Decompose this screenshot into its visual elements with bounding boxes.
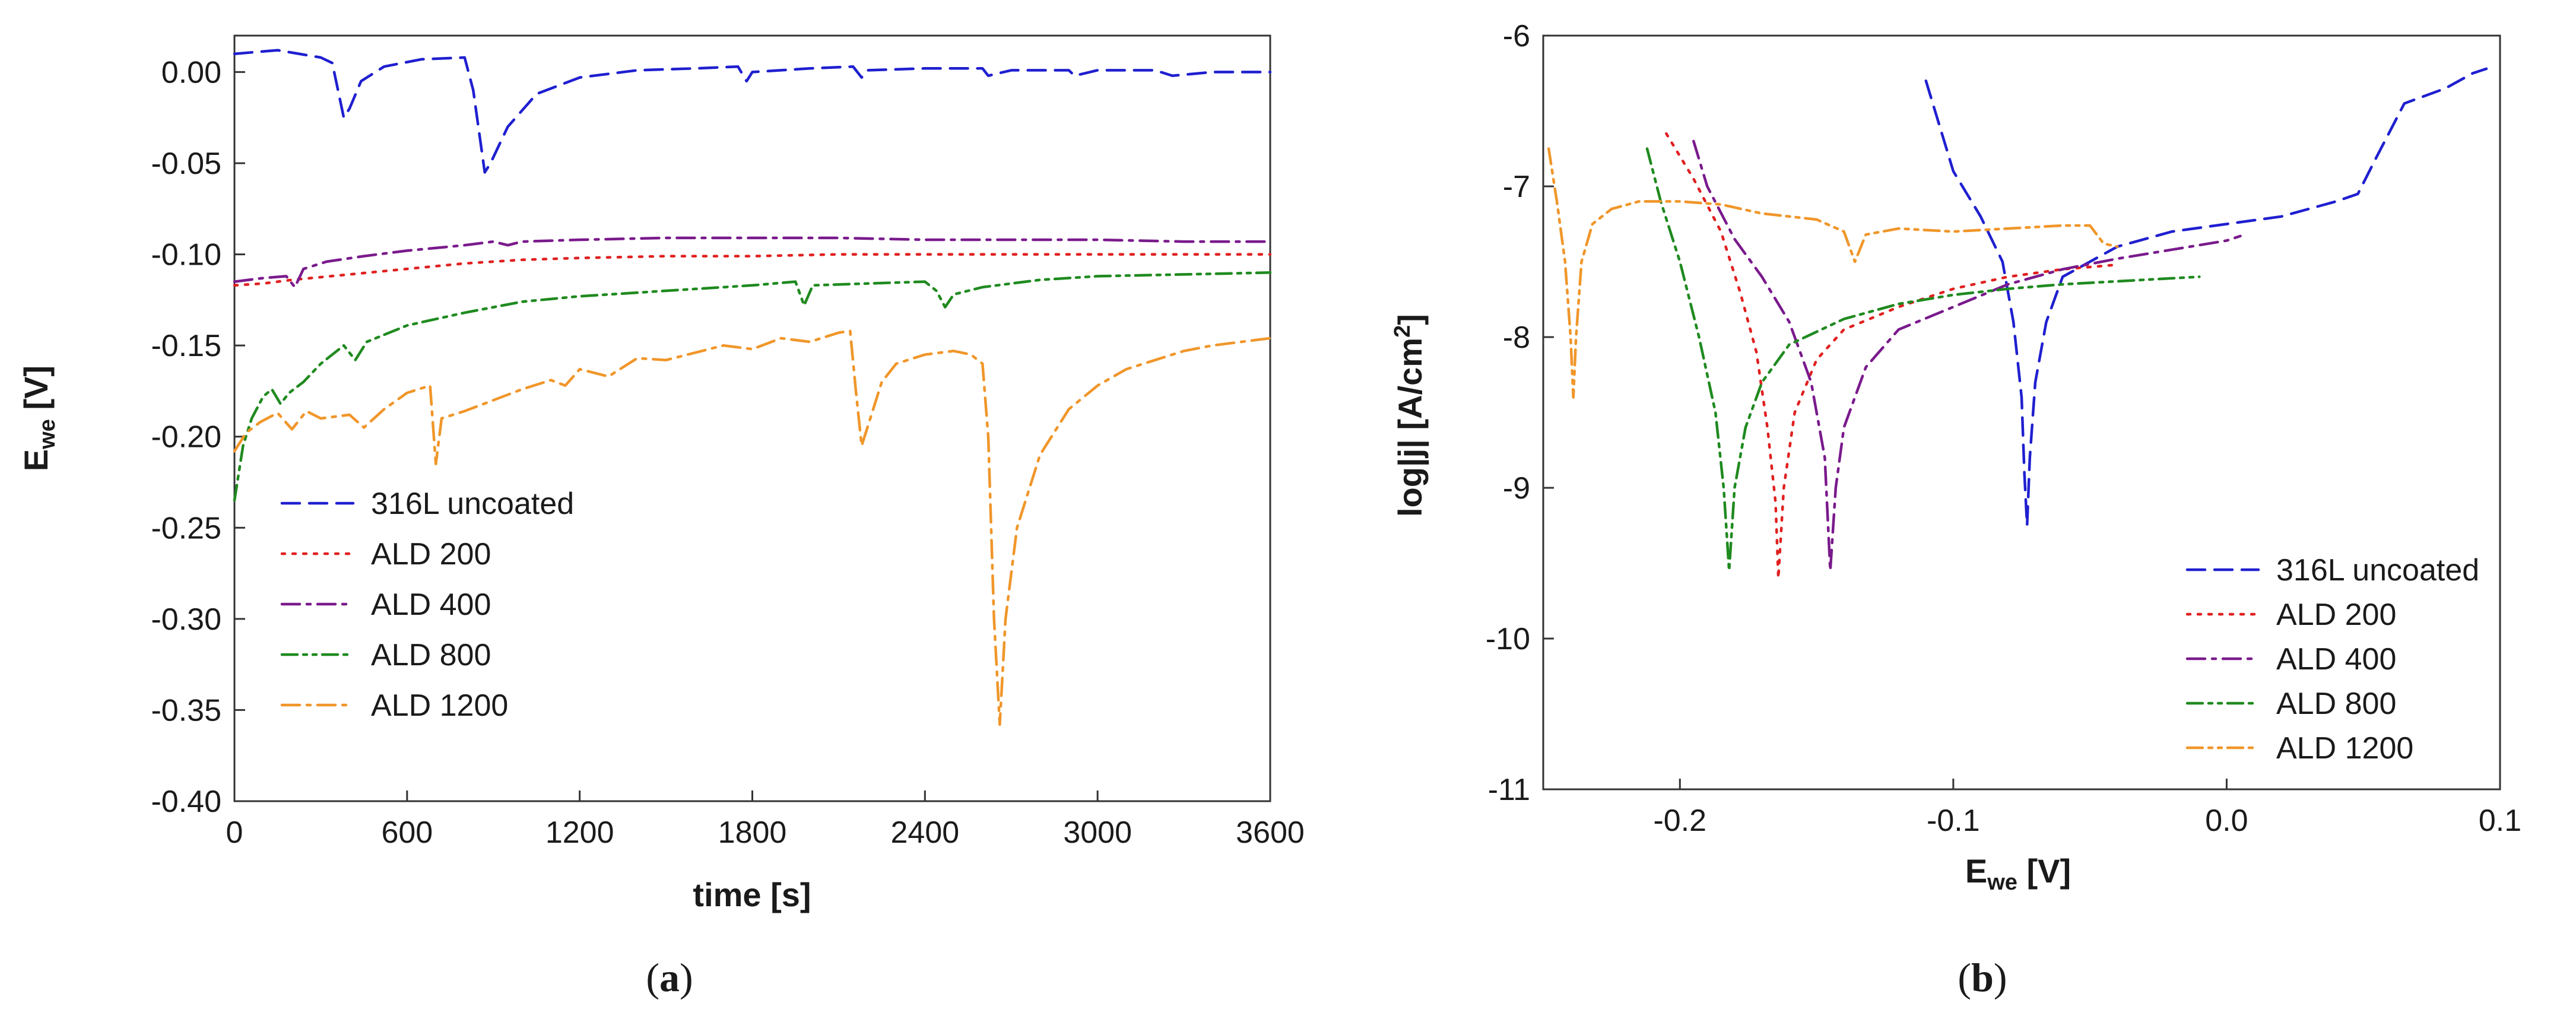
- x-tick-label: 3000: [1063, 815, 1132, 850]
- series-line-ald-400: [1692, 139, 2242, 572]
- panel-a-plot-area: [233, 34, 1271, 802]
- legend-label-316l-uncoated: 316L uncoated: [371, 487, 574, 521]
- panel-a-chart: 0 600 1200 1800 2400 3000 3600 0.00 -0.05 -0.10 -0…: [17, 34, 1305, 1000]
- legend-label-ald-200: ALD 200: [371, 537, 491, 572]
- legend-label-ald-400: ALD 400: [371, 588, 491, 622]
- series-line-ald-200: [233, 253, 1272, 287]
- panel-a-label: (a): [646, 955, 693, 1000]
- panel-b-chart: -0.2 -0.1 0.0 0.1 -6 -7 -8 -9 -10 -11 316L uncoat…: [1390, 19, 2521, 1000]
- panel-a-legend: 316L uncoated ALD 200 ALD 400 ALD 800 ALD 12…: [280, 487, 574, 723]
- panel-a-x-axis-label: time [s]: [693, 876, 811, 913]
- x-tick-label: 3600: [1236, 815, 1305, 850]
- panel-b-legend: 316L uncoated ALD 200 ALD 400 ALD 800 ALD 12…: [2185, 553, 2479, 766]
- y-tick-label: 0.00: [161, 55, 221, 90]
- x-tick-label: 1800: [718, 815, 787, 850]
- y-tick-label: -0.30: [151, 602, 221, 637]
- series-line-ald-200: [1665, 132, 2119, 580]
- legend-label-ald-400: ALD 400: [2276, 642, 2396, 677]
- panel-b-label: (b): [1958, 955, 2007, 1000]
- legend-label-ald-800: ALD 800: [371, 638, 491, 672]
- x-tick-label: -0.1: [1927, 804, 1980, 838]
- panel-b-x-axis-label: Ewe [V]: [1965, 852, 2071, 895]
- series-line-316l-uncoated: [233, 49, 1272, 174]
- y-tick-label: -10: [1486, 622, 1530, 656]
- y-tick-label: -9: [1503, 471, 1530, 506]
- series-line-ald-1200: [233, 329, 1272, 726]
- y-tick-label: -11: [1488, 773, 1530, 807]
- series-line-ald-800: [233, 271, 1272, 502]
- series-line-316l-uncoated: [1924, 67, 2488, 527]
- panel-a-y-axis-label: Ewe [V]: [17, 366, 60, 471]
- y-tick-label: -0.20: [151, 420, 221, 455]
- y-tick-label: -0.15: [151, 329, 221, 363]
- y-tick-label: -0.25: [151, 511, 221, 545]
- series-line-ald-800: [1645, 147, 2201, 572]
- y-tick-label: -0.35: [151, 693, 221, 728]
- legend-label-ald-800: ALD 800: [2276, 687, 2396, 721]
- panel-b-y-axis-label: log|j| [A/cm2]: [1390, 314, 1429, 517]
- x-tick-label: 2400: [890, 815, 959, 850]
- legend-label-316l-uncoated: 316L uncoated: [2276, 553, 2479, 588]
- x-tick-label: 0.1: [2479, 804, 2521, 838]
- x-tick-label: 1200: [545, 815, 614, 850]
- legend-label-ald-1200: ALD 1200: [371, 688, 508, 723]
- x-tick-label: 600: [381, 815, 433, 850]
- y-tick-label: -0.10: [151, 238, 221, 272]
- y-tick-label: -8: [1503, 320, 1530, 355]
- series-line-ald-1200: [1547, 147, 2119, 399]
- y-tick-label: -0.40: [151, 785, 221, 819]
- y-tick-label: -0.05: [151, 147, 221, 181]
- x-tick-label: -0.2: [1653, 804, 1706, 838]
- x-tick-label: 0: [226, 815, 243, 850]
- x-tick-label: 0.0: [2205, 804, 2248, 838]
- series-line-ald-400: [233, 236, 1272, 289]
- legend-label-ald-1200: ALD 1200: [2276, 731, 2413, 766]
- legend-label-ald-200: ALD 200: [2276, 598, 2396, 632]
- y-tick-label: -6: [1503, 19, 1530, 53]
- y-tick-label: -7: [1503, 170, 1530, 204]
- panel-b-plot-area: [1542, 34, 2501, 790]
